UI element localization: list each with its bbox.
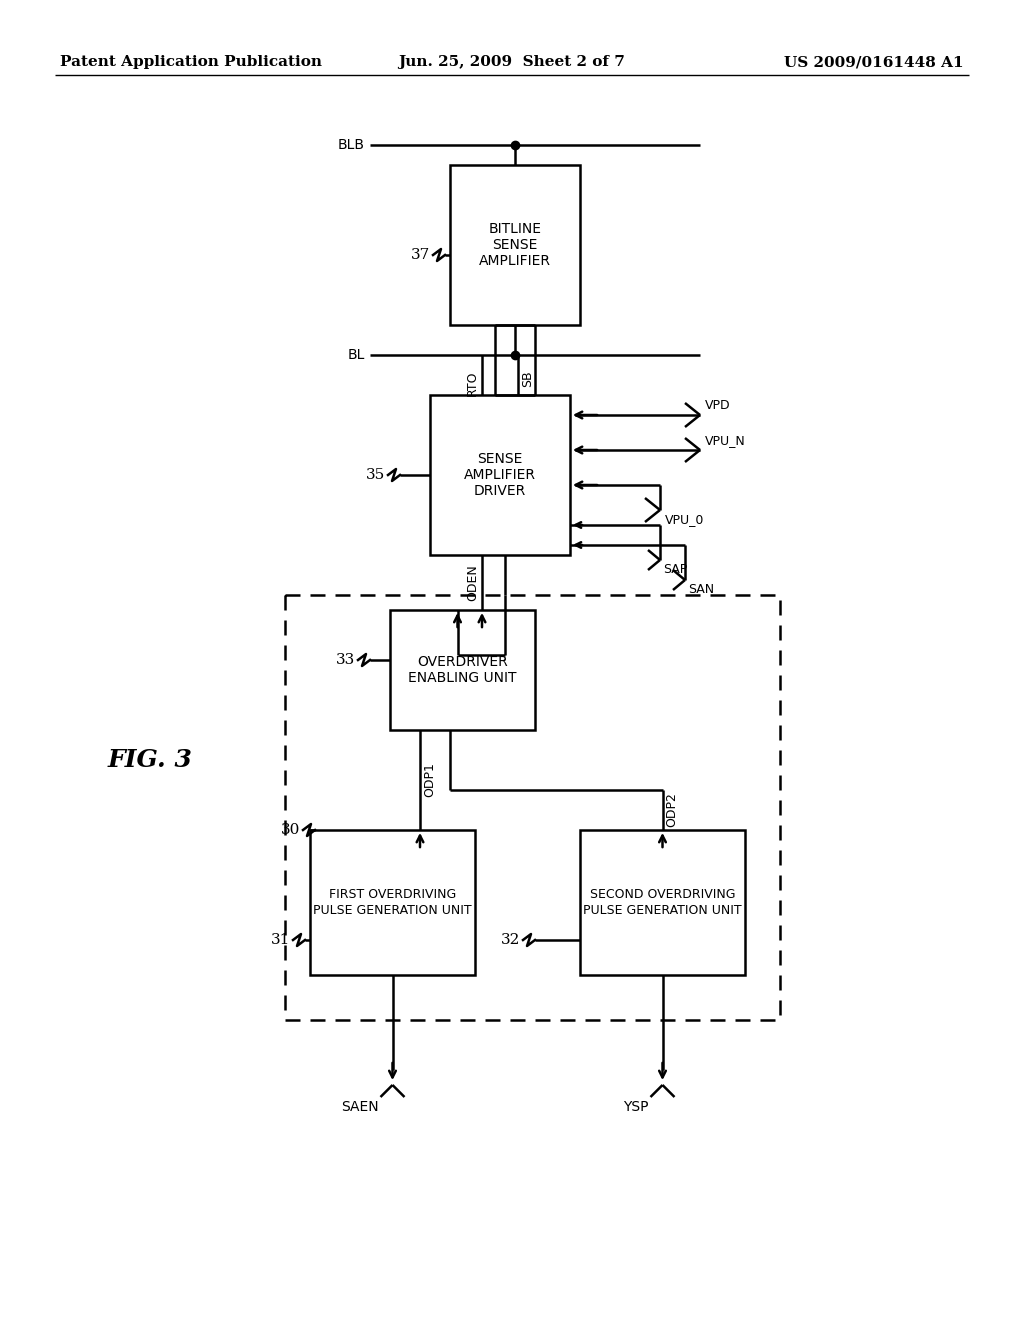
- Text: 37: 37: [411, 248, 430, 261]
- Text: 31: 31: [270, 933, 290, 946]
- Text: RTO: RTO: [466, 370, 479, 396]
- Text: FIRST OVERDRIVING
PULSE GENERATION UNIT: FIRST OVERDRIVING PULSE GENERATION UNIT: [313, 888, 472, 916]
- Text: 35: 35: [366, 469, 385, 482]
- Text: ODP1: ODP1: [423, 763, 436, 797]
- Text: SAP: SAP: [663, 564, 687, 576]
- Text: SECOND OVERDRIVING
PULSE GENERATION UNIT: SECOND OVERDRIVING PULSE GENERATION UNIT: [584, 888, 741, 916]
- Bar: [390, 610, 535, 730]
- Text: 33: 33: [336, 653, 355, 667]
- Bar: [285, 595, 780, 1020]
- Text: SAEN: SAEN: [341, 1100, 379, 1114]
- Text: US 2009/0161448 A1: US 2009/0161448 A1: [784, 55, 964, 69]
- Text: 32: 32: [501, 933, 520, 946]
- Text: BITLINE
SENSE
AMPLIFIER: BITLINE SENSE AMPLIFIER: [479, 222, 551, 268]
- Text: SENSE
AMPLIFIER
DRIVER: SENSE AMPLIFIER DRIVER: [464, 451, 536, 498]
- Text: SB: SB: [521, 370, 534, 387]
- Text: YSP: YSP: [623, 1100, 648, 1114]
- Bar: [450, 165, 580, 325]
- Text: ODEN: ODEN: [466, 564, 479, 601]
- Text: VPU_0: VPU_0: [665, 513, 705, 525]
- Text: BL: BL: [347, 348, 365, 362]
- Text: Jun. 25, 2009  Sheet 2 of 7: Jun. 25, 2009 Sheet 2 of 7: [398, 55, 626, 69]
- Text: VPU_N: VPU_N: [705, 434, 745, 447]
- Text: 30: 30: [281, 822, 300, 837]
- Text: OVERDRIVER
ENABLING UNIT: OVERDRIVER ENABLING UNIT: [409, 655, 517, 685]
- Text: VPD: VPD: [705, 399, 731, 412]
- Text: ODP2: ODP2: [666, 792, 679, 828]
- Bar: [430, 395, 570, 554]
- Text: Patent Application Publication: Patent Application Publication: [60, 55, 322, 69]
- Bar: [580, 830, 745, 975]
- Text: FIG. 3: FIG. 3: [108, 748, 193, 772]
- Bar: [310, 830, 475, 975]
- Text: BLB: BLB: [338, 139, 365, 152]
- Text: SAN: SAN: [688, 583, 714, 597]
